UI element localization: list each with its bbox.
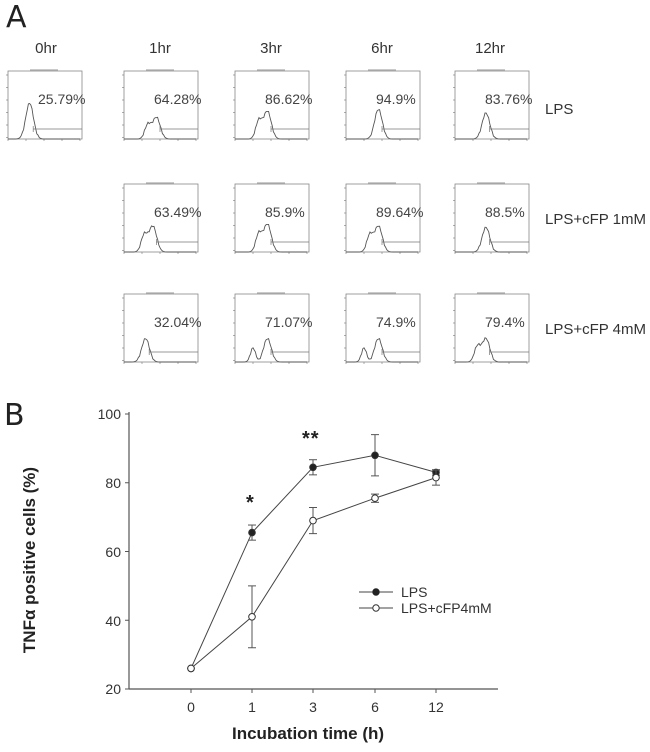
flow-histogram	[231, 182, 311, 258]
positive-percentage: 63.49%	[154, 204, 202, 220]
flow-histogram	[451, 69, 531, 145]
legend-label-lps: LPS	[401, 584, 428, 600]
x-tick-12: 12	[428, 699, 444, 715]
column-header-1hr: 1hr	[149, 40, 171, 57]
column-header-12hr: 12hr	[474, 40, 506, 57]
positive-percentage: 83.76%	[485, 91, 533, 107]
flow-histogram	[120, 292, 200, 368]
flow-histogram	[4, 69, 84, 145]
significance-marker-1h: *	[246, 492, 254, 514]
positive-percentage: 74.9%	[376, 314, 416, 330]
flow-histogram	[120, 182, 200, 258]
flow-histogram	[120, 69, 200, 145]
x-axis-label: Incubation time (h)	[232, 724, 385, 743]
column-header-0hr: 0hr	[35, 40, 57, 57]
panel-b-label: B	[4, 398, 25, 433]
row-label-lps-cfp-4mm: LPS+cFP 4mM	[545, 321, 647, 338]
y-tick-100: 100	[97, 406, 121, 422]
x-tick-1: 1	[248, 699, 256, 715]
flow-histogram	[451, 182, 531, 258]
flow-histogram	[451, 292, 531, 368]
x-tick-0: 0	[187, 699, 195, 715]
column-header-6hr: 6hr	[371, 40, 393, 57]
positive-percentage: 85.9%	[265, 204, 305, 220]
line-chart	[125, 412, 498, 693]
open-circle-marker-icon	[359, 604, 393, 612]
filled-circle-marker-icon	[359, 588, 393, 596]
positive-percentage: 71.07%	[265, 314, 313, 330]
positive-percentage: 89.64%	[376, 204, 424, 220]
panel-a-label: A	[6, 0, 27, 35]
y-tick-80: 80	[105, 475, 121, 491]
flow-histogram	[342, 182, 422, 258]
legend-label-lps-cfp4mm: LPS+cFP4mM	[401, 600, 492, 616]
row-label-lps-cfp-1mm: LPS+cFP 1mM	[545, 211, 647, 228]
legend-item-lps-cfp4mm: LPS+cFP4mM	[359, 600, 492, 616]
positive-percentage: 86.62%	[265, 91, 313, 107]
positive-percentage: 64.28%	[154, 91, 202, 107]
legend-item-lps: LPS	[359, 584, 427, 600]
positive-percentage: 32.04%	[154, 314, 202, 330]
flow-histogram	[231, 292, 311, 368]
y-tick-40: 40	[105, 613, 121, 629]
positive-percentage: 88.5%	[485, 204, 525, 220]
flow-histogram	[342, 69, 422, 145]
y-tick-20: 20	[105, 681, 121, 697]
x-tick-3: 3	[309, 699, 317, 715]
y-axis-label: TNFα positive cells (%)	[20, 466, 39, 654]
flow-histogram	[342, 292, 422, 368]
column-header-3hr: 3hr	[260, 40, 282, 57]
y-tick-60: 60	[105, 544, 121, 560]
positive-percentage: 79.4%	[485, 314, 525, 330]
significance-marker-3h: **	[302, 428, 320, 450]
x-tick-6: 6	[371, 699, 379, 715]
positive-percentage: 94.9%	[376, 91, 416, 107]
flow-histogram	[231, 69, 311, 145]
row-label-lps: LPS	[545, 101, 574, 118]
positive-percentage: 25.79%	[38, 91, 86, 107]
